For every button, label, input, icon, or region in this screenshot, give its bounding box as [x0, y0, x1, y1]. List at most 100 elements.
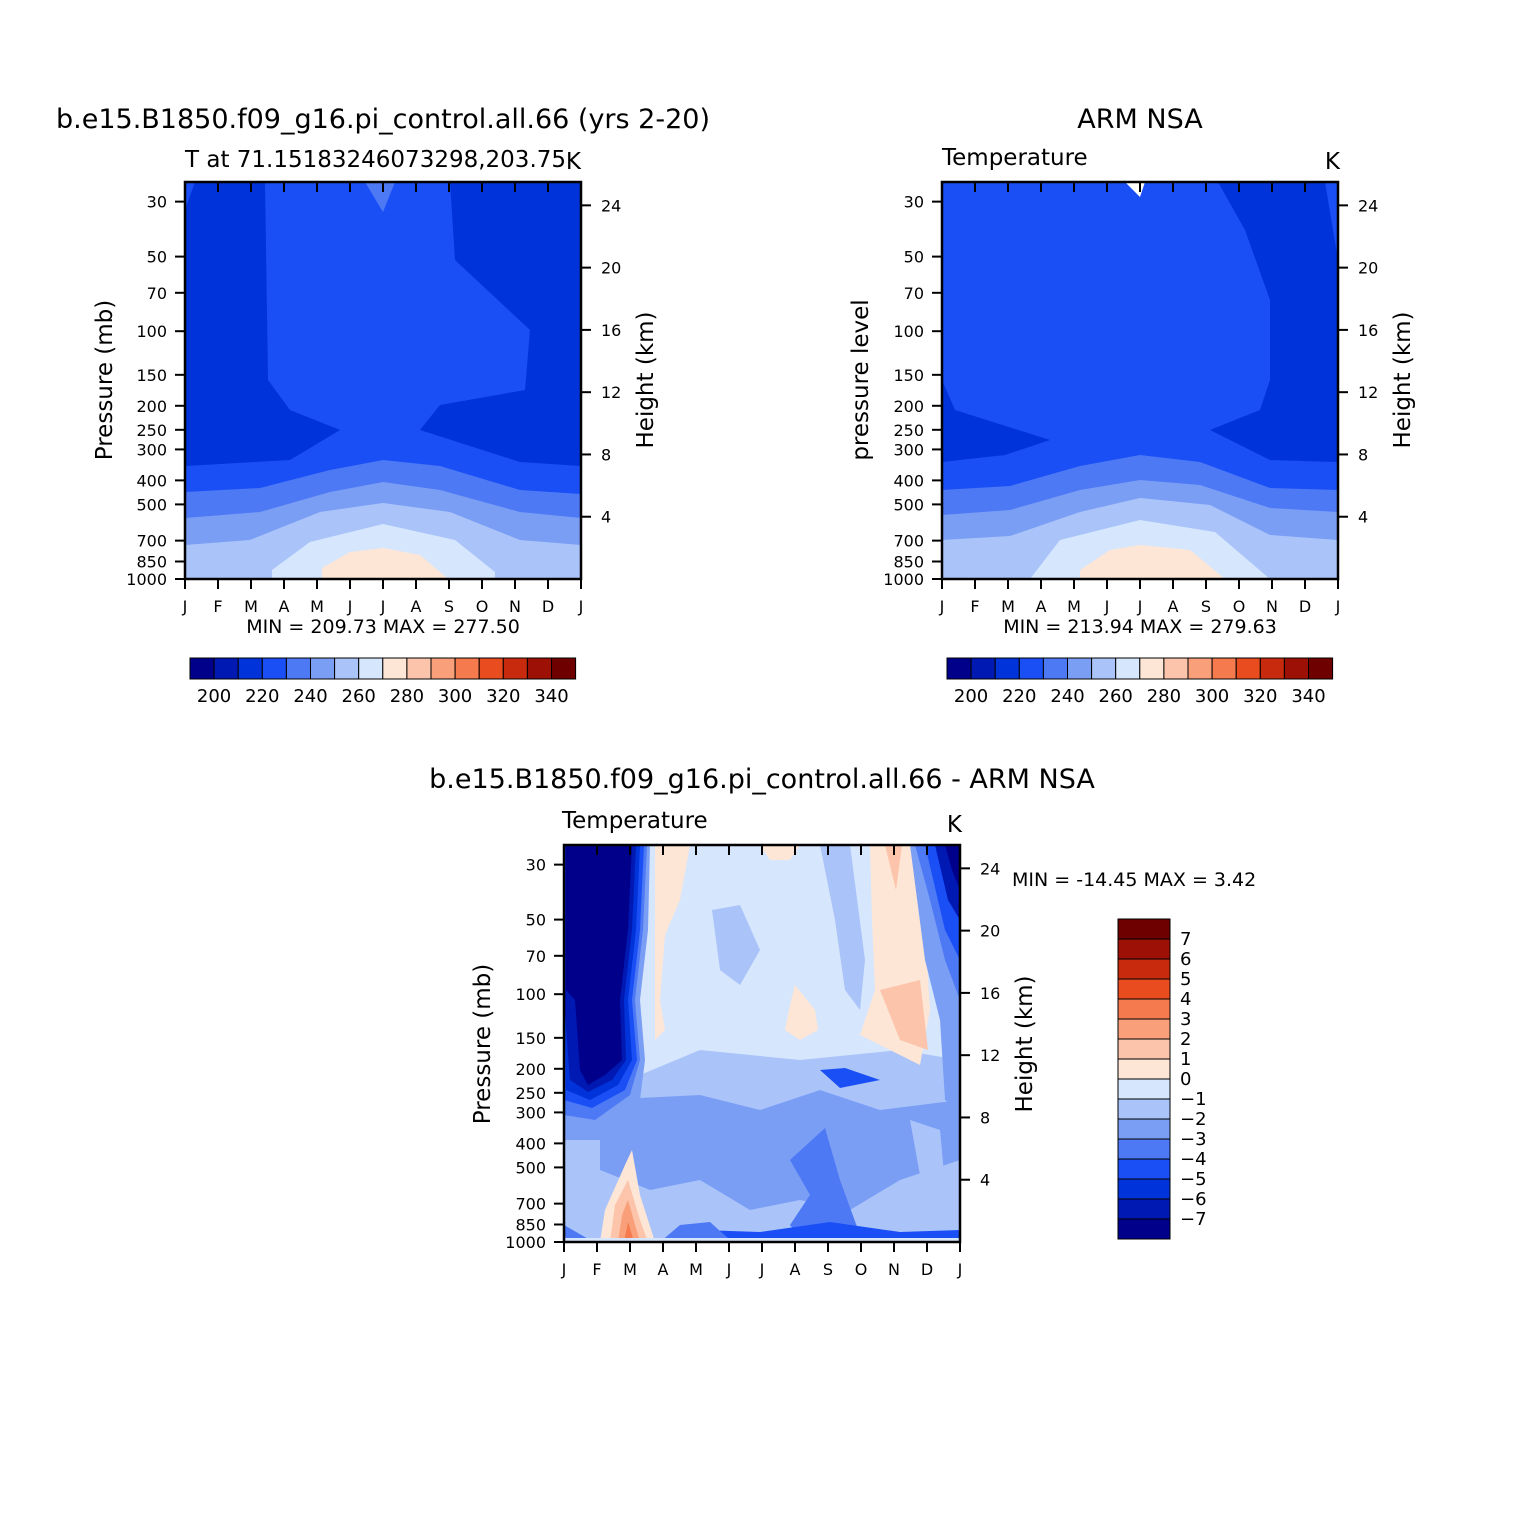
colorbar-label: 2	[1180, 1029, 1191, 1050]
colorbar-label: 200	[197, 686, 231, 707]
x-tick-label: M	[310, 597, 324, 616]
right-axis-label: Height (km)	[1390, 311, 1416, 448]
x-tick-label: O	[476, 597, 489, 616]
colorbar-swatch	[1018, 657, 1044, 680]
colorbar-swatch	[1117, 978, 1171, 1000]
colorbar-swatch	[382, 657, 408, 680]
height-tick-label: 12	[980, 1046, 1000, 1065]
colorbar-label: −2	[1180, 1109, 1207, 1130]
colorbar-label: 0	[1180, 1069, 1191, 1090]
colorbar-label: 6	[1180, 949, 1191, 970]
colorbar-swatch	[334, 657, 360, 680]
colorbar-label: 260	[1099, 686, 1133, 707]
colorbar-swatch	[285, 657, 311, 680]
colorbar-label: −7	[1180, 1209, 1207, 1230]
y-tick-label: 70	[147, 284, 167, 303]
x-tick-label: F	[213, 597, 222, 616]
x-tick-label: S	[444, 597, 454, 616]
colorbar-label: 280	[390, 686, 424, 707]
y-tick-label: 700	[136, 532, 167, 551]
min-max-label: MIN = 213.94 MAX = 279.63	[1003, 616, 1277, 638]
colorbar-swatch	[1091, 657, 1117, 680]
panel-model: b.e15.B1850.f09_g16.pi_control.all.66 (y…	[56, 104, 710, 707]
right-axis-label: Height (km)	[1012, 975, 1038, 1112]
colorbar-swatch	[237, 657, 263, 680]
x-tick-label: A	[1036, 597, 1047, 616]
height-tick-label: 4	[601, 508, 611, 527]
x-tick-label: M	[1001, 597, 1015, 616]
y-tick-label: 1000	[505, 1233, 546, 1252]
x-tick-label: A	[1168, 597, 1179, 616]
colorbar-swatch	[454, 657, 480, 680]
x-tick-label: N	[888, 1260, 900, 1279]
y-tick-label: 1000	[883, 570, 924, 589]
colorbar-label: −6	[1180, 1189, 1207, 1210]
height-tick-label: 24	[601, 196, 621, 215]
x-tick-label: J	[578, 597, 584, 616]
height-tick-label: 20	[980, 922, 1000, 941]
x-tick-label: J	[561, 1260, 567, 1279]
colorbar-swatch	[1117, 938, 1171, 960]
x-tick-label: A	[790, 1260, 801, 1279]
colorbar-label: 240	[293, 686, 327, 707]
panel-title: ARM NSA	[1077, 104, 1203, 135]
height-ticks: 24 20 16 12 8 4	[1338, 196, 1378, 527]
height-tick-label: 8	[1358, 445, 1368, 464]
x-tick-label: J	[380, 597, 386, 616]
contour-field	[564, 845, 960, 1242]
colorbar-label: 220	[245, 686, 279, 707]
y-tick-label: 400	[893, 471, 924, 490]
y-tick-label: 50	[147, 248, 167, 267]
x-tick-label: J	[939, 597, 945, 616]
colorbar-swatch	[1117, 958, 1171, 980]
x-tick-label: F	[592, 1260, 601, 1279]
colorbar-swatch	[1117, 1198, 1171, 1220]
colorbar-swatch	[526, 657, 553, 680]
y-tick-label: 200	[515, 1060, 546, 1079]
x-tick-label: J	[759, 1260, 765, 1279]
colorbar-label: 300	[1195, 686, 1229, 707]
panel-obs: ARM NSA Temperature K J F M A M J J A S O N D J 30 50…	[848, 104, 1416, 707]
y-tick-label: 50	[904, 248, 924, 267]
height-tick-label: 8	[980, 1108, 990, 1127]
colorbar-label: 3	[1180, 1009, 1191, 1030]
y-tick-label: 150	[893, 366, 924, 385]
colorbar-label: 320	[486, 686, 520, 707]
height-ticks: 24 20 16 12 8 4	[960, 859, 1000, 1190]
colorbar-label: 5	[1180, 969, 1191, 990]
height-tick-label: 8	[601, 445, 611, 464]
y-tick-label: 250	[893, 421, 924, 440]
height-ticks: 24 20 16 12 8 4	[581, 196, 621, 527]
colorbar-swatch	[1117, 1118, 1171, 1140]
colorbar-swatch	[406, 657, 432, 680]
panel-subtitle: Temperature	[941, 145, 1088, 171]
x-tick-label: S	[1201, 597, 1211, 616]
colorbar-swatch	[502, 657, 528, 680]
colorbar-label: 320	[1243, 686, 1277, 707]
x-tick-label: S	[823, 1260, 833, 1279]
colorbar-swatch	[261, 657, 287, 680]
x-tick-label: N	[509, 597, 521, 616]
colorbar-swatch	[1117, 1018, 1171, 1040]
x-tick-label: J	[1104, 597, 1110, 616]
colorbar-label: 340	[534, 686, 568, 707]
x-tick-label: J	[957, 1260, 963, 1279]
y-tick-label: 100	[893, 322, 924, 341]
panel-title: b.e15.B1850.f09_g16.pi_control.all.66 (y…	[56, 104, 710, 135]
height-tick-label: 4	[1358, 508, 1368, 527]
height-tick-label: 20	[1358, 259, 1378, 278]
y-tick-label: 250	[136, 421, 167, 440]
colorbar-swatch	[430, 657, 456, 680]
colorbar-swatch	[1187, 657, 1213, 680]
colorbar-swatch	[1117, 1158, 1171, 1180]
colorbar-swatch	[1117, 1098, 1171, 1120]
panel-subtitle: T at 71.15183246073298,203.75	[184, 147, 566, 173]
units-label: K	[947, 812, 963, 838]
y-tick-label: 200	[893, 397, 924, 416]
colorbar-label: 260	[342, 686, 376, 707]
